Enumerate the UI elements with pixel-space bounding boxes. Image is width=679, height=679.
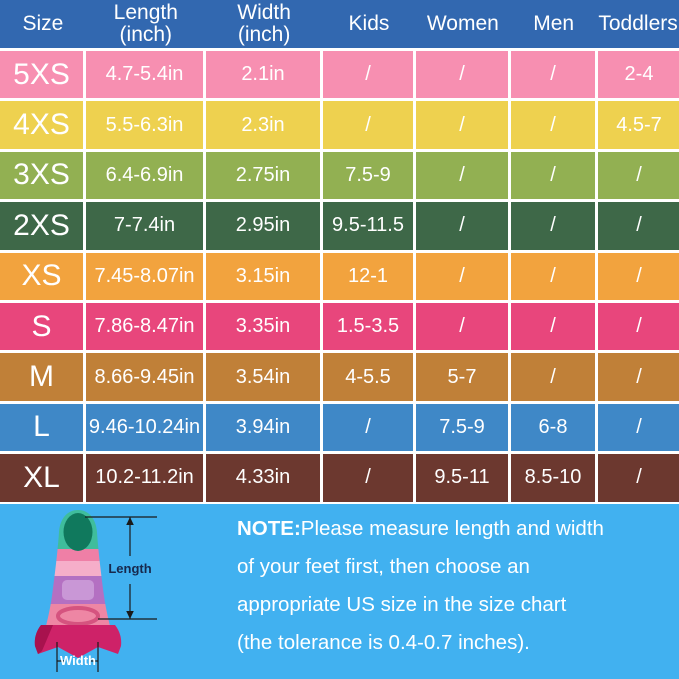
arrow-down-icon (126, 610, 134, 619)
value-cell: / (323, 403, 413, 452)
value-cell: 6.4-6.9in (86, 151, 203, 200)
size-cell: L (0, 403, 83, 452)
value-cell: 7.5-9 (416, 403, 508, 452)
fin-pink-band (45, 548, 111, 561)
footer-section: Length Width NOTE:Please measure length … (0, 503, 679, 679)
value-cell: 5-7 (416, 353, 508, 401)
fin-base-shadow (34, 624, 53, 654)
fin-base (34, 624, 122, 658)
size-cell: XL (0, 454, 83, 502)
value-cell: 9.46-10.24in (86, 403, 203, 452)
column-header: Toddlers (598, 11, 678, 35)
size-cell: S (0, 302, 83, 351)
value-cell: 1.5-3.5 (323, 302, 413, 351)
size-cell: 5XS (0, 51, 83, 99)
value-cell: / (416, 101, 508, 149)
value-cell: / (416, 202, 508, 250)
arrow-up-icon (126, 516, 134, 525)
fin-toe-opening (63, 512, 93, 551)
size-cell: 4XS (0, 101, 83, 149)
fin-diagram (28, 504, 228, 678)
value-cell: / (511, 252, 595, 300)
fin-foot-opening (56, 605, 100, 626)
value-cell: 3.15in (206, 252, 320, 300)
value-cell: / (416, 252, 508, 300)
value-cell: 4.7-5.4in (86, 51, 203, 99)
value-cell: / (598, 353, 679, 401)
value-cell: / (511, 353, 595, 401)
length-dimension-label: Length (108, 560, 152, 576)
value-cell: / (416, 151, 508, 200)
value-cell: / (511, 101, 595, 149)
value-cell: / (598, 252, 679, 300)
column-header: Men (533, 11, 575, 35)
value-cell: 4.5-7 (598, 101, 679, 149)
value-cell: 2-4 (598, 51, 679, 99)
value-cell: / (598, 151, 679, 200)
table-body: 5XS 4.7-5.4in 2.1in / //2-4 4XS 5.5-6.3in 2.3in… (0, 48, 679, 504)
value-cell: 2.3in (206, 101, 320, 149)
note-text: NOTE:Please measure length and width of … (237, 510, 604, 662)
column-header: Width (inch) (237, 0, 291, 46)
value-cell: / (511, 51, 595, 99)
value-cell: 5.5-6.3in (86, 101, 203, 149)
column-header: Women (426, 11, 499, 35)
value-cell: 12-1 (323, 252, 413, 300)
value-cell: / (511, 151, 595, 200)
fin-illustration (34, 509, 157, 672)
note-line: (the tolerance is 0.4-0.7 inches). (237, 630, 530, 654)
value-cell: / (511, 302, 595, 351)
size-cell: 2XS (0, 202, 83, 250)
column-header: Length (inch) (113, 0, 178, 46)
value-cell: / (598, 202, 679, 250)
column-header: Kids (348, 11, 390, 35)
fin-purple-patch (62, 579, 94, 600)
value-cell: 10.2-11.2in (86, 454, 203, 502)
value-cell: 6-8 (511, 403, 595, 452)
value-cell: 2.95in (206, 202, 320, 250)
value-cell: 4.33in (206, 454, 320, 502)
value-cell: 3.94in (206, 403, 320, 452)
size-cell: 3XS (0, 151, 83, 200)
value-cell: / (598, 302, 679, 351)
note-line: NOTE:Please measure length and width (237, 516, 604, 540)
value-cell: / (323, 454, 413, 502)
value-cell: 7.86-8.47in (86, 302, 203, 351)
value-cell: / (598, 454, 679, 502)
value-cell: 7.5-9 (323, 151, 413, 200)
value-cell: 9.5-11.5 (323, 202, 413, 250)
note-line: of your feet first, then choose an (237, 554, 530, 578)
value-cell: 8.5-10 (511, 454, 595, 502)
column-header: Size (22, 11, 64, 35)
note-heading: NOTE: (237, 516, 301, 540)
value-cell: / (598, 403, 679, 452)
size-cell: XS (0, 252, 83, 300)
value-cell: 4-5.5 (323, 353, 413, 401)
value-cell: 8.66-9.45in (86, 353, 203, 401)
value-cell: 3.35in (206, 302, 320, 351)
value-cell: 9.5-11 (416, 454, 508, 502)
table-header-row: Size Length (inch) Width (inch) Kids Women Me… (0, 0, 679, 48)
size-table: Size Length (inch) Width (inch) Kids Women Me… (0, 0, 679, 504)
value-cell: / (416, 51, 508, 99)
value-cell: 7.45-8.07in (86, 252, 203, 300)
value-cell: 2.1in (206, 51, 320, 99)
note-line: appropriate US size in the size chart (237, 592, 567, 616)
value-cell: 3.54in (206, 353, 320, 401)
value-cell: / (511, 202, 595, 250)
value-cell: / (323, 51, 413, 99)
value-cell: / (323, 101, 413, 149)
value-cell: / (416, 302, 508, 351)
size-cell: M (0, 353, 83, 401)
value-cell: 7-7.4in (86, 202, 203, 250)
value-cell: 2.75in (206, 151, 320, 200)
fin-lightpink-band (45, 560, 111, 576)
width-dimension-label: Width (60, 652, 96, 668)
